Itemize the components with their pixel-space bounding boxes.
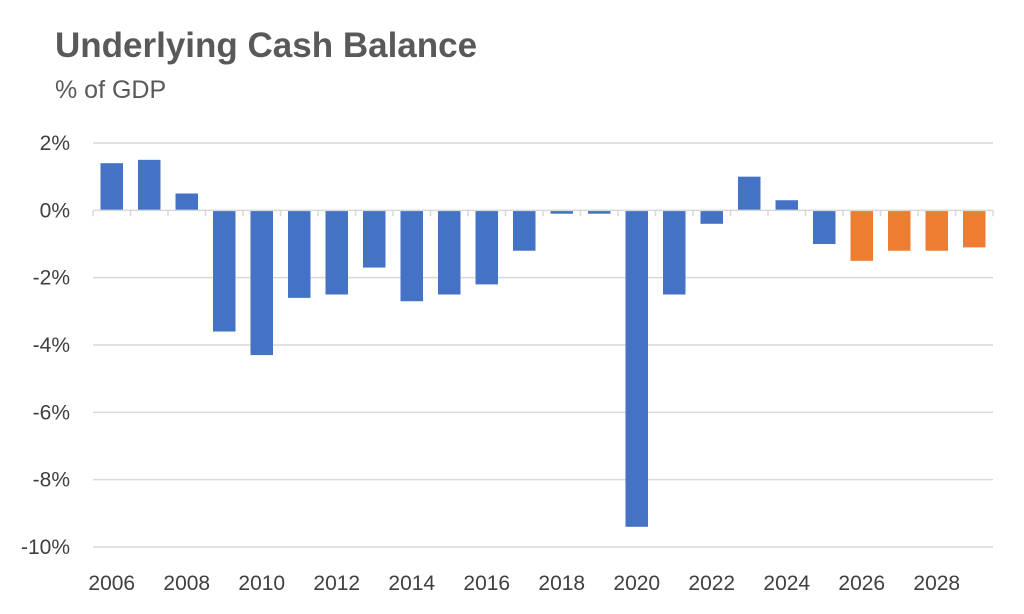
bar-2006: [100, 163, 123, 211]
x-tick-label: 2012: [313, 572, 360, 595]
bar-2021: [663, 210, 686, 295]
bar-2023: [738, 176, 761, 211]
forecast-bar-2029: [963, 210, 986, 248]
x-tick-label: 2006: [88, 572, 135, 595]
x-tick-label: 2026: [838, 572, 885, 595]
bar-2017: [513, 210, 536, 251]
y-tick-label: 2%: [40, 132, 70, 155]
bar-2024: [775, 200, 798, 211]
x-tick-label: 2018: [538, 572, 585, 595]
x-tick-label: 2014: [388, 572, 435, 595]
bar-2008: [175, 193, 198, 211]
x-tick-label: 2028: [913, 572, 960, 595]
y-tick-label: -4%: [33, 334, 70, 357]
bar-2012: [325, 210, 348, 295]
x-tick-label: 2024: [763, 572, 810, 595]
x-tick-label: 2020: [613, 572, 660, 595]
bar-2015: [438, 210, 461, 295]
bar-2013: [363, 210, 386, 268]
bars: [100, 159, 986, 527]
y-tick-label: -8%: [33, 469, 70, 492]
y-tick-label: -10%: [21, 536, 70, 559]
bar-2025: [813, 210, 836, 244]
x-tick-label: 2008: [163, 572, 210, 595]
bar-2007: [138, 159, 161, 211]
x-tick-label: 2010: [238, 572, 285, 595]
bar-2009: [213, 210, 236, 332]
bar-2014: [400, 210, 423, 302]
forecast-bar-2028: [925, 210, 948, 251]
bar-2022: [700, 210, 723, 224]
bar-2016: [475, 210, 498, 285]
x-tick-label: 2016: [463, 572, 510, 595]
chart-title: Underlying Cash Balance: [55, 26, 478, 65]
x-axis: [92, 209, 994, 217]
x-tick-label: 2022: [688, 572, 735, 595]
y-tick-labels: 2% 0% -2% -4% -6% -8% -10%: [21, 132, 70, 559]
bar-2010: [250, 210, 273, 356]
bar-2018: [550, 210, 573, 214]
bar-2011: [288, 210, 311, 298]
bar-2020: [625, 210, 648, 527]
forecast-bar-2026: [850, 210, 873, 261]
gridlines: [93, 142, 993, 548]
y-tick-label: -2%: [33, 267, 70, 290]
y-tick-label: -6%: [33, 401, 70, 424]
forecast-bar-2027: [888, 210, 911, 251]
bar-2019: [588, 210, 611, 214]
x-tick-labels: 2006 2008 2010 2012 2014 2016 2018 2020 2022 2024…: [88, 572, 960, 595]
chart-subtitle: % of GDP: [55, 76, 167, 104]
y-tick-label: 0%: [40, 199, 70, 222]
